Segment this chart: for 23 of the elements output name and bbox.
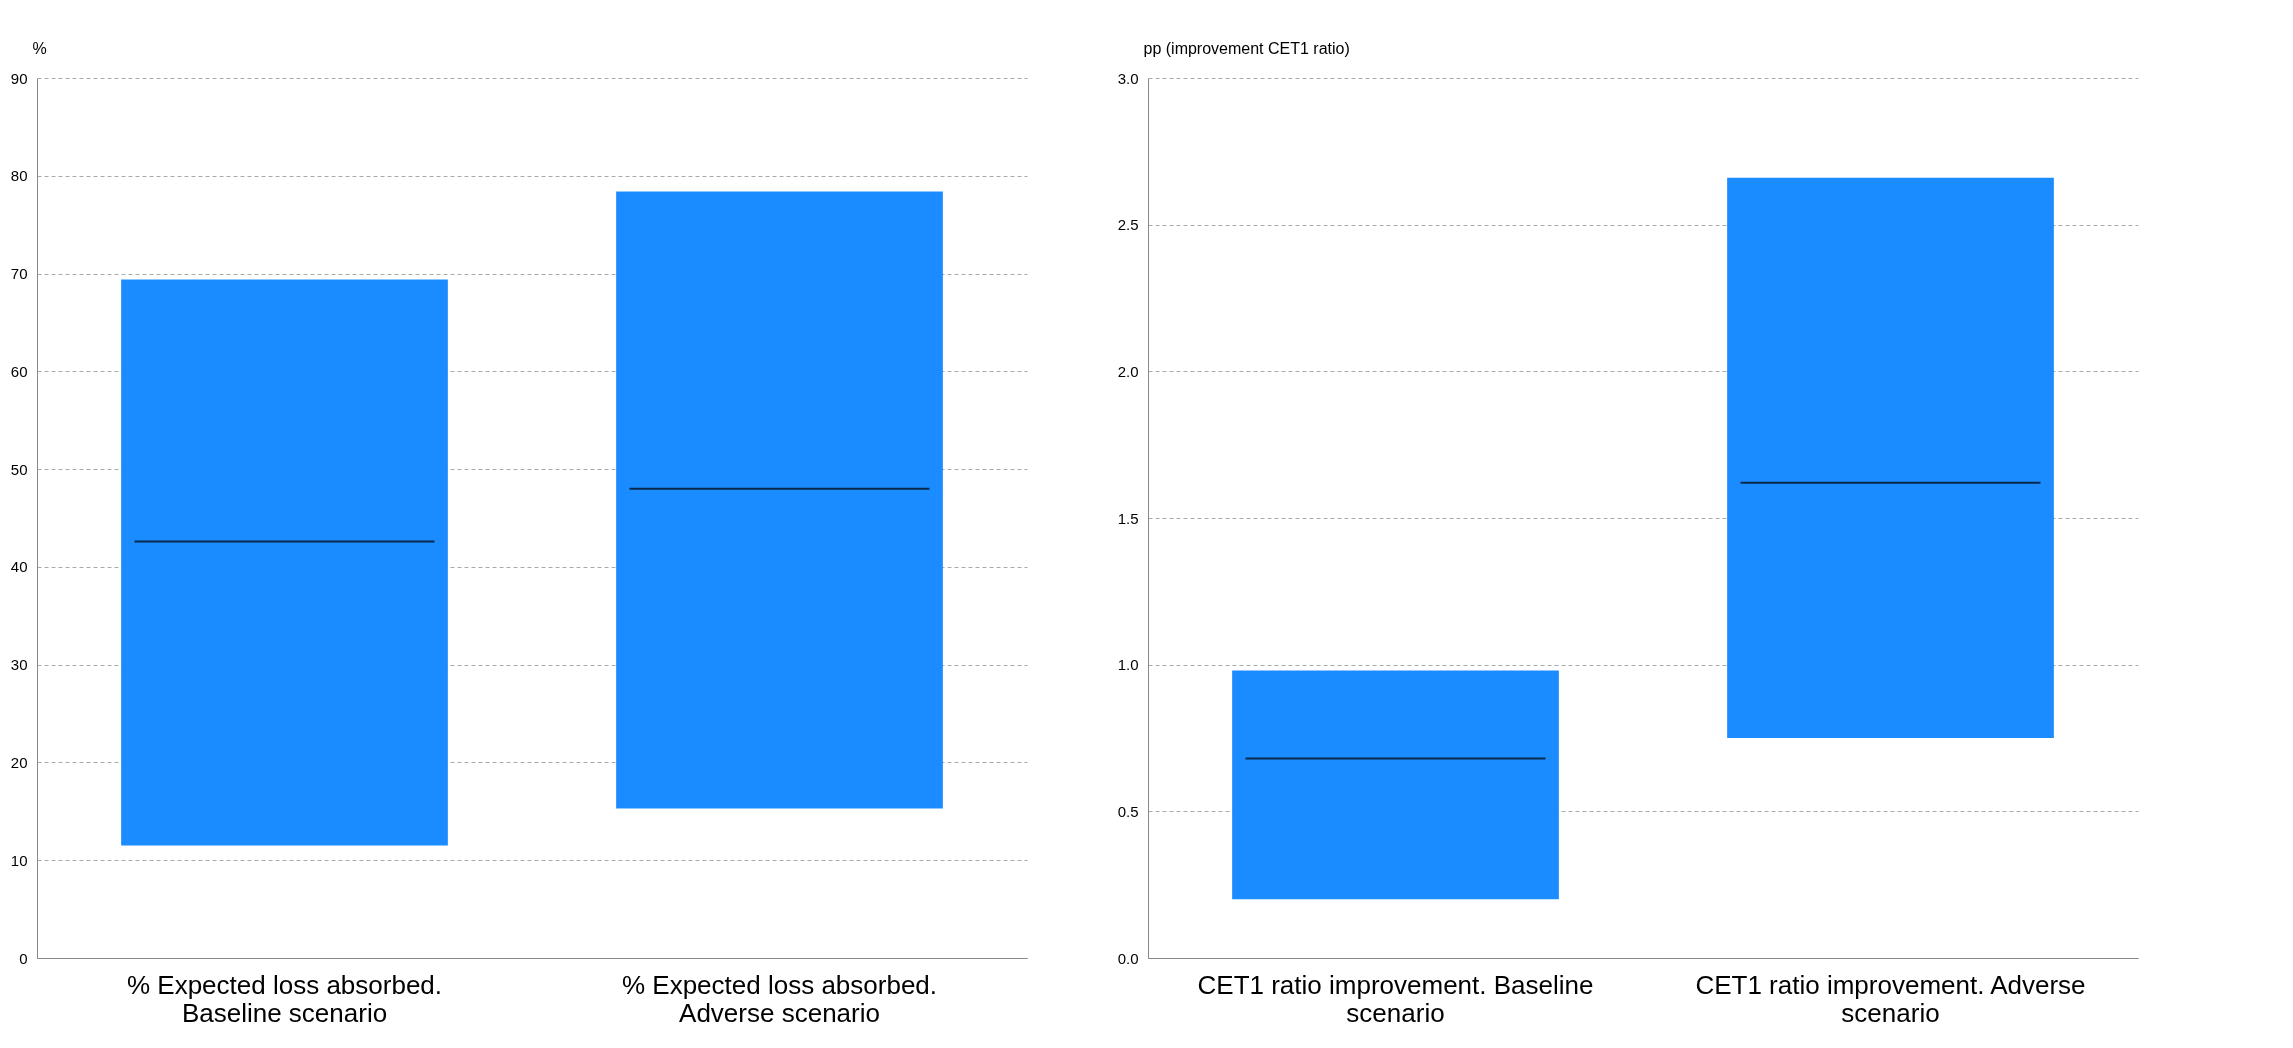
y-tick-label: 40 xyxy=(10,558,28,576)
y-tick-label: 0.5 xyxy=(1117,802,1139,820)
y-tick-label: 20 xyxy=(10,753,28,771)
y-tick-label: 3.0 xyxy=(1117,69,1139,87)
y-tick-label: 2.5 xyxy=(1117,216,1139,234)
y-tick-label: 70 xyxy=(10,265,28,283)
y-tick-label: 90 xyxy=(10,69,28,87)
x-tick-label: CET1 ratio improvement. Baseline scenario xyxy=(1197,969,1594,1028)
y-tick-label: 60 xyxy=(10,362,28,380)
y-tick-label: 1.5 xyxy=(1117,509,1139,527)
y-axis-title: % xyxy=(32,39,47,57)
x-tick-label: % Expected loss absorbed. Adverse scenario xyxy=(621,969,938,1028)
y-tick-label: 1.0 xyxy=(1117,656,1139,674)
x-tick-label: % Expected loss absorbed. Baseline scenario xyxy=(126,969,443,1028)
y-tick-label: 2.0 xyxy=(1117,362,1139,380)
x-tick-label: CET1 ratio improvement. Adverse scenario xyxy=(1695,969,2086,1028)
y-tick-label: 30 xyxy=(10,656,28,674)
y-axis-title: pp (improvement CET1 ratio) xyxy=(1143,39,1350,57)
y-tick-label: 0.0 xyxy=(1117,949,1139,967)
y-tick-label: 10 xyxy=(10,851,28,869)
y-tick-label: 80 xyxy=(10,167,28,185)
y-tick-label: 50 xyxy=(10,460,28,478)
y-tick-label: 0 xyxy=(19,949,28,967)
